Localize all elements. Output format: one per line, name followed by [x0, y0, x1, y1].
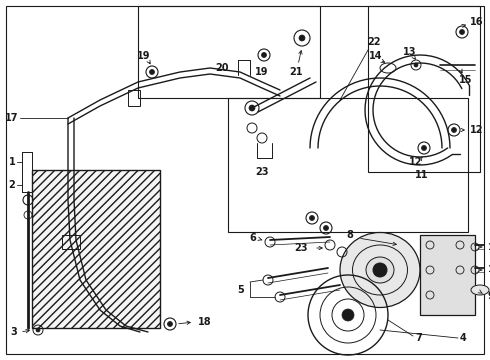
Text: 10: 10	[487, 266, 490, 274]
Bar	[420, 235, 475, 315]
Circle shape	[36, 328, 40, 332]
Circle shape	[149, 69, 154, 75]
Text: 6: 6	[249, 233, 256, 243]
Text: 23: 23	[255, 167, 269, 177]
Bar	[228, 98, 468, 232]
Text: 21: 21	[289, 67, 303, 77]
Circle shape	[310, 216, 315, 220]
Text: 3: 3	[11, 327, 17, 337]
Text: 5: 5	[237, 285, 244, 295]
Circle shape	[168, 321, 172, 327]
Circle shape	[299, 35, 305, 41]
Text: 22: 22	[367, 37, 381, 47]
Text: 1: 1	[9, 157, 15, 167]
Bar	[128, 90, 140, 106]
Text: 19: 19	[137, 51, 151, 61]
Bar	[138, 6, 320, 98]
Bar	[32, 170, 160, 328]
Text: 20: 20	[215, 63, 229, 73]
Circle shape	[323, 225, 328, 230]
Text: 9: 9	[487, 291, 490, 301]
Text: 17: 17	[5, 113, 19, 123]
Ellipse shape	[340, 233, 420, 307]
Text: 7: 7	[415, 333, 422, 343]
Circle shape	[421, 145, 426, 150]
Text: 23: 23	[294, 243, 308, 253]
Circle shape	[262, 53, 267, 58]
Text: 2: 2	[9, 180, 15, 190]
Text: 19: 19	[255, 67, 269, 77]
Ellipse shape	[471, 285, 489, 295]
Bar	[62, 235, 80, 249]
Bar	[368, 6, 480, 172]
Text: 15: 15	[459, 75, 473, 85]
Text: 8: 8	[346, 230, 353, 240]
Circle shape	[414, 63, 418, 67]
Text: 4: 4	[460, 333, 467, 343]
Ellipse shape	[352, 245, 408, 295]
Text: 16: 16	[470, 17, 484, 27]
Text: 11: 11	[415, 170, 429, 180]
Text: 12: 12	[470, 125, 484, 135]
Text: 18: 18	[198, 317, 212, 327]
Text: 10: 10	[487, 243, 490, 252]
Ellipse shape	[366, 257, 394, 283]
Circle shape	[373, 263, 387, 277]
Text: 13: 13	[403, 47, 417, 57]
Circle shape	[451, 127, 457, 132]
Circle shape	[342, 309, 354, 321]
Text: 12: 12	[409, 157, 423, 167]
Text: 14: 14	[369, 51, 383, 61]
Circle shape	[460, 30, 465, 35]
Circle shape	[249, 105, 255, 111]
